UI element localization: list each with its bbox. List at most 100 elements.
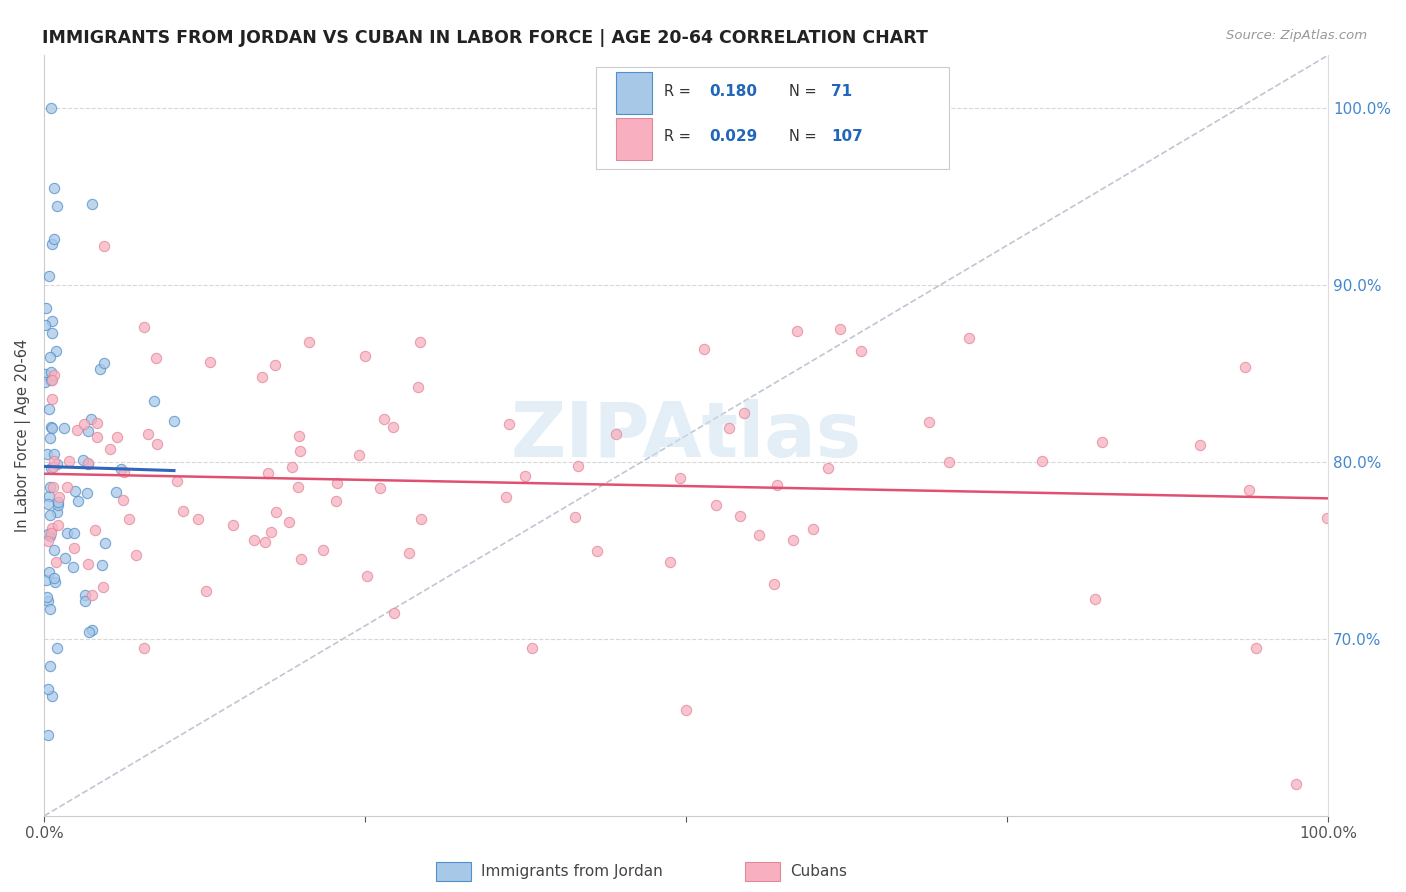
Point (957, 331, 980, 345)
Point (134, 320, 156, 334)
Point (728, 508, 751, 523)
Point (91, 580, 114, 594)
Point (298, 334, 321, 349)
Point (118, 512, 141, 526)
Point (256, 467, 278, 481)
Point (938, 455, 960, 469)
Point (52, 421, 75, 435)
Point (39, 373, 62, 387)
Point (585, 543, 607, 558)
Point (817, 461, 839, 475)
Point (34, 367, 56, 381)
Point (242, 533, 264, 548)
Point (38, 601, 60, 615)
Point (105, 430, 128, 444)
Point (39, 529, 62, 543)
Point (111, 493, 134, 508)
Point (98, 442, 121, 456)
Point (605, 427, 627, 442)
Point (1237, 483, 1260, 497)
Point (166, 474, 188, 488)
Point (37, 497, 59, 511)
Point (38, 508, 60, 522)
Text: R =: R = (665, 84, 696, 99)
Point (76, 557, 98, 571)
Point (41, 326, 63, 341)
Point (41, 521, 63, 535)
Point (110, 462, 132, 476)
Point (48, 490, 70, 504)
Point (260, 525, 283, 540)
Point (38, 489, 60, 503)
Point (89, 362, 111, 376)
Point (39, 431, 62, 445)
Point (1031, 454, 1053, 468)
Text: IMMIGRANTS FROM JORDAN VS CUBAN IN LABOR FORCE | AGE 20-64 CORRELATION CHART: IMMIGRANTS FROM JORDAN VS CUBAN IN LABOR… (42, 29, 928, 46)
Point (41, 392, 63, 406)
Point (347, 448, 370, 462)
Point (34, 318, 56, 333)
Point (406, 380, 429, 394)
Point (37, 591, 59, 605)
Point (498, 417, 520, 431)
Point (782, 533, 804, 547)
Point (44, 454, 66, 468)
Point (42, 543, 65, 558)
Point (801, 522, 824, 536)
Point (748, 528, 770, 542)
Point (718, 421, 741, 435)
Point (1188, 438, 1211, 452)
Point (786, 324, 808, 338)
Point (46, 505, 69, 519)
Point (172, 504, 194, 518)
Text: Cubans: Cubans (790, 864, 848, 879)
Point (35, 301, 58, 315)
Point (1315, 511, 1337, 525)
Point (73, 588, 96, 602)
Point (35, 573, 58, 587)
Point (37, 728, 59, 742)
Point (312, 542, 335, 557)
Point (94, 536, 117, 550)
Point (42, 460, 65, 475)
Point (77, 424, 100, 438)
Point (195, 584, 218, 599)
Point (34, 375, 56, 389)
Point (63, 525, 86, 540)
Point (39, 420, 62, 434)
Point (67, 494, 90, 508)
Point (93, 356, 115, 370)
Point (83, 523, 105, 537)
Text: 71: 71 (831, 84, 852, 99)
Point (187, 511, 209, 525)
Point (264, 358, 287, 372)
Point (288, 429, 311, 443)
Point (567, 459, 589, 474)
Point (145, 437, 167, 451)
Point (513, 468, 536, 483)
Point (163, 414, 186, 428)
Point (38, 269, 60, 284)
Point (77, 624, 100, 639)
Point (91, 558, 114, 572)
Point (73, 417, 96, 432)
Point (56, 480, 79, 494)
Point (86, 430, 108, 444)
Point (373, 412, 395, 426)
Point (62, 541, 84, 555)
Point (44, 181, 66, 195)
Point (41, 689, 63, 703)
Point (495, 490, 517, 504)
Point (704, 499, 727, 513)
Point (325, 494, 347, 508)
Point (46, 198, 69, 212)
Point (222, 517, 245, 532)
Point (253, 535, 276, 549)
Point (134, 641, 156, 656)
Point (39, 525, 62, 540)
FancyBboxPatch shape (596, 67, 949, 169)
Point (830, 322, 852, 336)
Text: 0.180: 0.180 (709, 84, 758, 99)
Point (733, 406, 755, 420)
Point (277, 516, 299, 530)
